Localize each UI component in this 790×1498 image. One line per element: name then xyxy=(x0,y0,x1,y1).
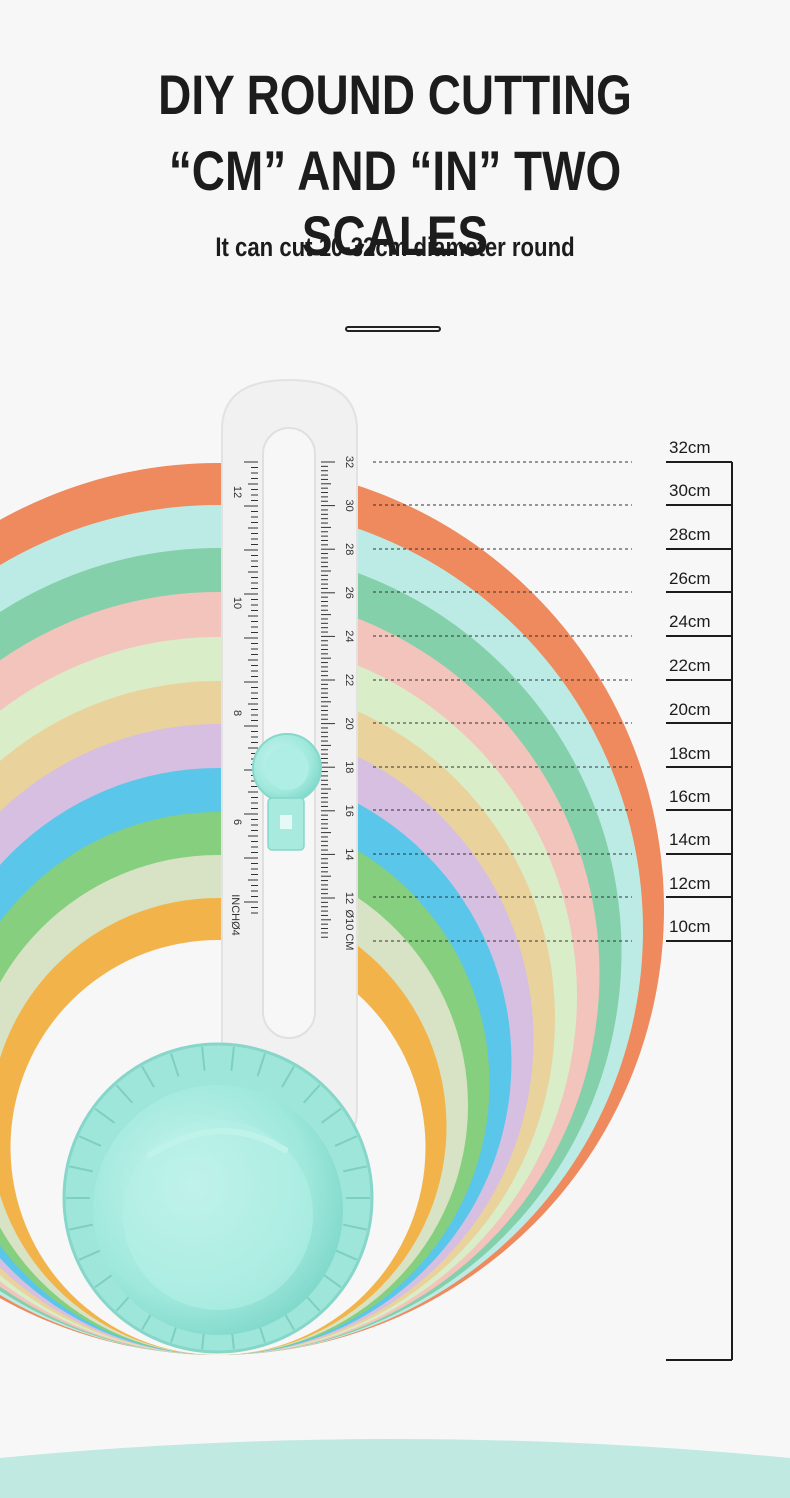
page-title-line1: DIY ROUND CUTTING xyxy=(158,63,632,126)
cm-scale-number: 24 xyxy=(343,630,355,642)
cm-scale-number: 14 xyxy=(343,848,355,860)
divider xyxy=(345,326,441,332)
inch-scale-number: 10 xyxy=(231,597,243,609)
diameter-label: 22cm xyxy=(669,656,711,675)
diameter-label: 28cm xyxy=(669,525,711,544)
cm-tick-marks: 32 30 28 26 24 22 20 18 16 14 12 Ø10 CM xyxy=(321,456,355,951)
inch-scale-number: 12 xyxy=(231,486,243,498)
diameter-label: 16cm xyxy=(669,787,711,806)
guide-lines xyxy=(373,461,632,942)
inch-scale-number: 8 xyxy=(231,710,243,716)
diameter-label: 18cm xyxy=(669,744,711,763)
cm-scale-number: 28 xyxy=(343,543,355,555)
measurement-bracket xyxy=(666,461,733,1361)
cm-scale-number: 18 xyxy=(343,761,355,773)
cm-scale-number: 20 xyxy=(343,717,355,729)
cm-scale-number: 30 xyxy=(343,499,355,511)
center-base-knob xyxy=(62,1042,374,1354)
diameter-label: 32cm xyxy=(669,438,711,457)
cm-scale-number: 16 xyxy=(343,805,355,817)
cm-scale-number: 26 xyxy=(343,587,355,599)
diameter-label: 26cm xyxy=(669,569,711,588)
cm-scale-number: 22 xyxy=(343,674,355,686)
bottom-wave xyxy=(0,1439,790,1498)
page-title-line2: “CM” AND “IN” TWO SCALES xyxy=(168,139,622,267)
diameter-label: 24cm xyxy=(669,612,711,631)
diameter-label: 10cm xyxy=(669,917,711,936)
slider-knob xyxy=(252,733,322,851)
inch-scale-number: 6 xyxy=(231,819,243,825)
diameter-label: 30cm xyxy=(669,481,711,500)
diameter-label: 14cm xyxy=(669,830,711,849)
diameter-label: 12cm xyxy=(669,874,711,893)
inch-tick-marks: 12 10 8 6 INCHØ4 xyxy=(229,461,258,936)
cm-scale-number: 32 xyxy=(343,456,355,468)
cm-scale-number: 12 xyxy=(343,892,355,904)
subtitle: It can cut 10-32cm diameter round xyxy=(215,232,575,262)
cm-scale-caption: Ø10 CM xyxy=(343,910,355,951)
diameter-label: 20cm xyxy=(669,700,711,719)
inch-scale-caption: INCHØ4 xyxy=(229,894,241,936)
